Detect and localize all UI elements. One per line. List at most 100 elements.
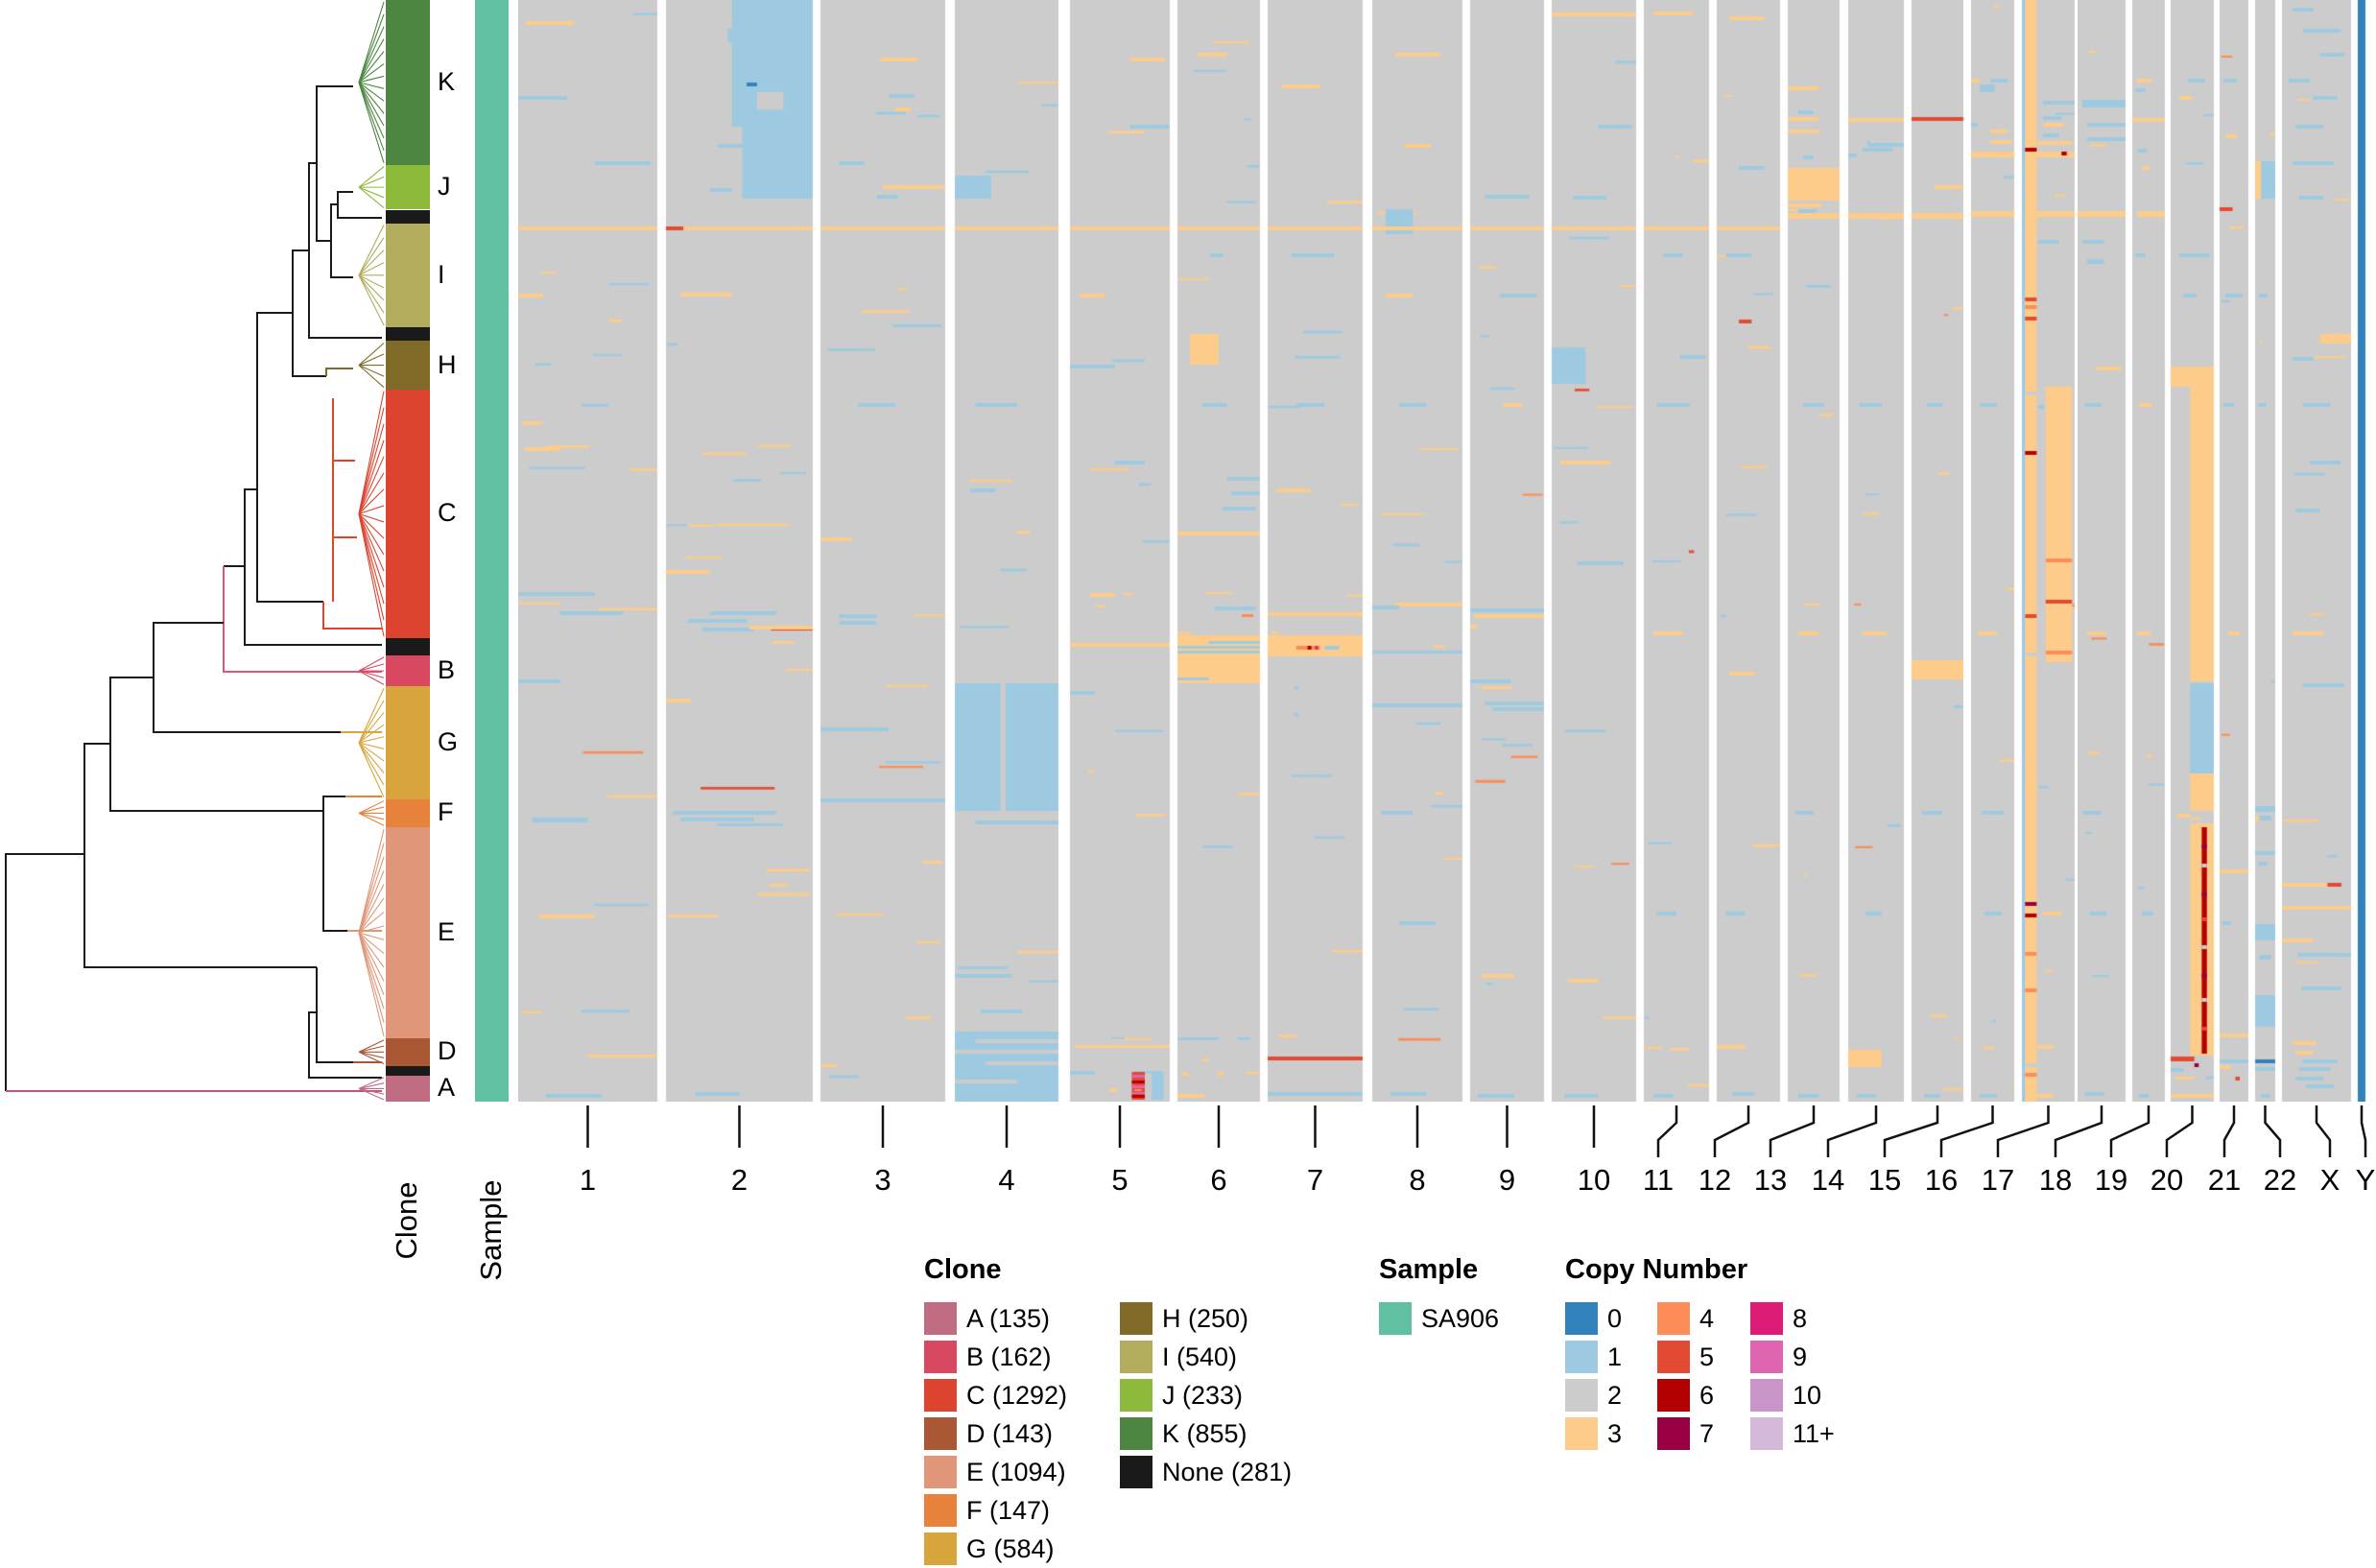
chromosome-label-16: 16: [1924, 1163, 1959, 1197]
legend-clone-label-b: B (162): [966, 1342, 1052, 1371]
clone-band-b: [386, 654, 430, 687]
legend-cn-swatch-1: [1565, 1341, 1598, 1373]
chromosome-label-8: 8: [1409, 1163, 1426, 1197]
axis-tick-chr15: [1883, 1105, 1939, 1157]
clone-band-none: [386, 638, 430, 655]
chromosome-label-7: 7: [1306, 1163, 1324, 1197]
clone-band-g: [386, 686, 430, 799]
clone-band-i: [386, 223, 430, 328]
legend-clone-label-g: G (584): [966, 1534, 1055, 1563]
axis-tick-chrY: [2360, 1105, 2367, 1157]
chromosome-label-6: 6: [1210, 1163, 1227, 1197]
legend-cn-swatch-4: [1657, 1302, 1690, 1335]
legend-clone-label-d: D (143): [966, 1419, 1054, 1448]
legend-clone-label-e: E (1094): [966, 1458, 1066, 1486]
legend-cn-label-9: 9: [1793, 1342, 1808, 1371]
chromosome-label-15: 15: [1867, 1163, 1902, 1197]
legend-cn-swatch-2: [1565, 1379, 1598, 1412]
legend-cn-swatch-6: [1657, 1379, 1690, 1412]
clone-band-label-k: K: [438, 66, 456, 96]
clone-band-k: [386, 0, 430, 165]
legend-clone-label-h: H (250): [1162, 1304, 1249, 1333]
clone-annotation-bar: [386, 0, 430, 1102]
chromosome-label-10: 10: [1577, 1163, 1611, 1197]
clone-band-label-a: A: [438, 1073, 456, 1103]
chromosome-label-2: 2: [730, 1163, 748, 1197]
chromosome-label-20: 20: [2150, 1163, 2184, 1197]
axis-tick-chr12: [1713, 1105, 1750, 1157]
clone-band-label-c: C: [438, 498, 457, 528]
legend-cn-swatch-0: [1565, 1302, 1598, 1335]
clone-band-f: [386, 798, 430, 828]
clone-band-label-e: E: [438, 917, 456, 947]
clone-band-none: [386, 209, 430, 224]
chromosome-label-11: 11: [1642, 1163, 1675, 1197]
chromosome-label-1: 1: [579, 1163, 597, 1197]
clone-band-label-i: I: [438, 259, 445, 289]
legend-clone-swatch-b: [924, 1341, 957, 1373]
chromosome-label-22: 22: [2263, 1163, 2297, 1197]
axis-tick-chr21: [2222, 1105, 2236, 1157]
chromosome-label-13: 13: [1753, 1163, 1788, 1197]
clone-band-label-j: J: [438, 172, 451, 202]
legend-clone-label-i: I (540): [1162, 1342, 1238, 1371]
legend-sample-label-sa906: SA906: [1421, 1304, 1500, 1333]
axis-tick-chr16: [1939, 1105, 1994, 1157]
axis-tick-chrX: [2315, 1105, 2332, 1157]
chromosome-label-21: 21: [2207, 1163, 2242, 1197]
clone-band-label-b: B: [438, 655, 456, 685]
chromosome-label-9: 9: [1498, 1163, 1516, 1197]
clone-band-label-f: F: [438, 797, 454, 827]
clone-band-label-d: D: [438, 1036, 457, 1066]
clone-band-h: [386, 341, 430, 390]
legend-cn-label-7: 7: [1699, 1419, 1715, 1448]
sample-axis-title: Sample: [474, 1179, 508, 1281]
legend-cn-swatch-5: [1657, 1341, 1690, 1373]
legend-clone-label-f: F (147): [966, 1496, 1051, 1525]
chromosome-label-19: 19: [2094, 1163, 2128, 1197]
legend-clone-swatch-g: [924, 1532, 957, 1565]
clone-band-none: [386, 1065, 430, 1076]
chromosome-axis-ticks: [586, 1105, 2367, 1157]
legend-clone-label-c: C (1292): [966, 1381, 1068, 1410]
clone-band-none: [386, 327, 430, 342]
legend-clone-swatch-i: [1120, 1341, 1152, 1373]
legend-clone-swatch-h: [1120, 1302, 1152, 1335]
sample-annotation-bar: [475, 0, 509, 1102]
legend-cn-label-10: 10: [1793, 1381, 1822, 1410]
axis-tick-chr14: [1826, 1105, 1878, 1157]
axis-tick-chr22: [2264, 1105, 2282, 1157]
legend-cn-label-4: 4: [1699, 1304, 1715, 1333]
axis-tick-chr17: [1996, 1105, 2050, 1157]
legend-cn-swatch-11+: [1750, 1417, 1783, 1450]
clone-band-a: [386, 1075, 430, 1102]
legend-clone-swatch-a: [924, 1302, 957, 1335]
legend-cn-label-5: 5: [1699, 1342, 1715, 1371]
clone-band-j: [386, 164, 430, 210]
legend-cn-label-0: 0: [1607, 1304, 1623, 1333]
legend-cn-swatch-9: [1750, 1341, 1783, 1373]
clone-band-c: [386, 389, 430, 639]
legend-clone-label-a: A (135): [966, 1304, 1051, 1333]
legend-clone-label-j: J (233): [1162, 1381, 1244, 1410]
legend-clone-title: Clone: [924, 1254, 1002, 1285]
legend-clone-swatch-k: [1120, 1417, 1152, 1450]
axis-tick-chr13: [1769, 1105, 1816, 1157]
clone-band-label-h: H: [438, 349, 457, 379]
legend-sample-title: Sample: [1379, 1254, 1479, 1285]
axis-tick-chr11: [1656, 1105, 1678, 1157]
chromosome-label-12: 12: [1698, 1163, 1732, 1197]
legend-cn-swatch-8: [1750, 1302, 1783, 1335]
legend-clone-label-none: None (281): [1162, 1458, 1293, 1486]
legend-clone-label-k: K (855): [1162, 1419, 1247, 1448]
legend-cn-label-1: 1: [1607, 1342, 1623, 1371]
chromosome-label-y: Y: [2355, 1163, 2376, 1197]
legend-cn-label-6: 6: [1699, 1381, 1715, 1410]
axis-tick-chr18: [2054, 1105, 2103, 1157]
chromosome-label-17: 17: [1981, 1163, 2015, 1197]
clone-band-e: [386, 827, 430, 1038]
chromosome-label-18: 18: [2038, 1163, 2073, 1197]
chromosome-label-14: 14: [1811, 1163, 1845, 1197]
dendrogram: [5, 1, 385, 1101]
